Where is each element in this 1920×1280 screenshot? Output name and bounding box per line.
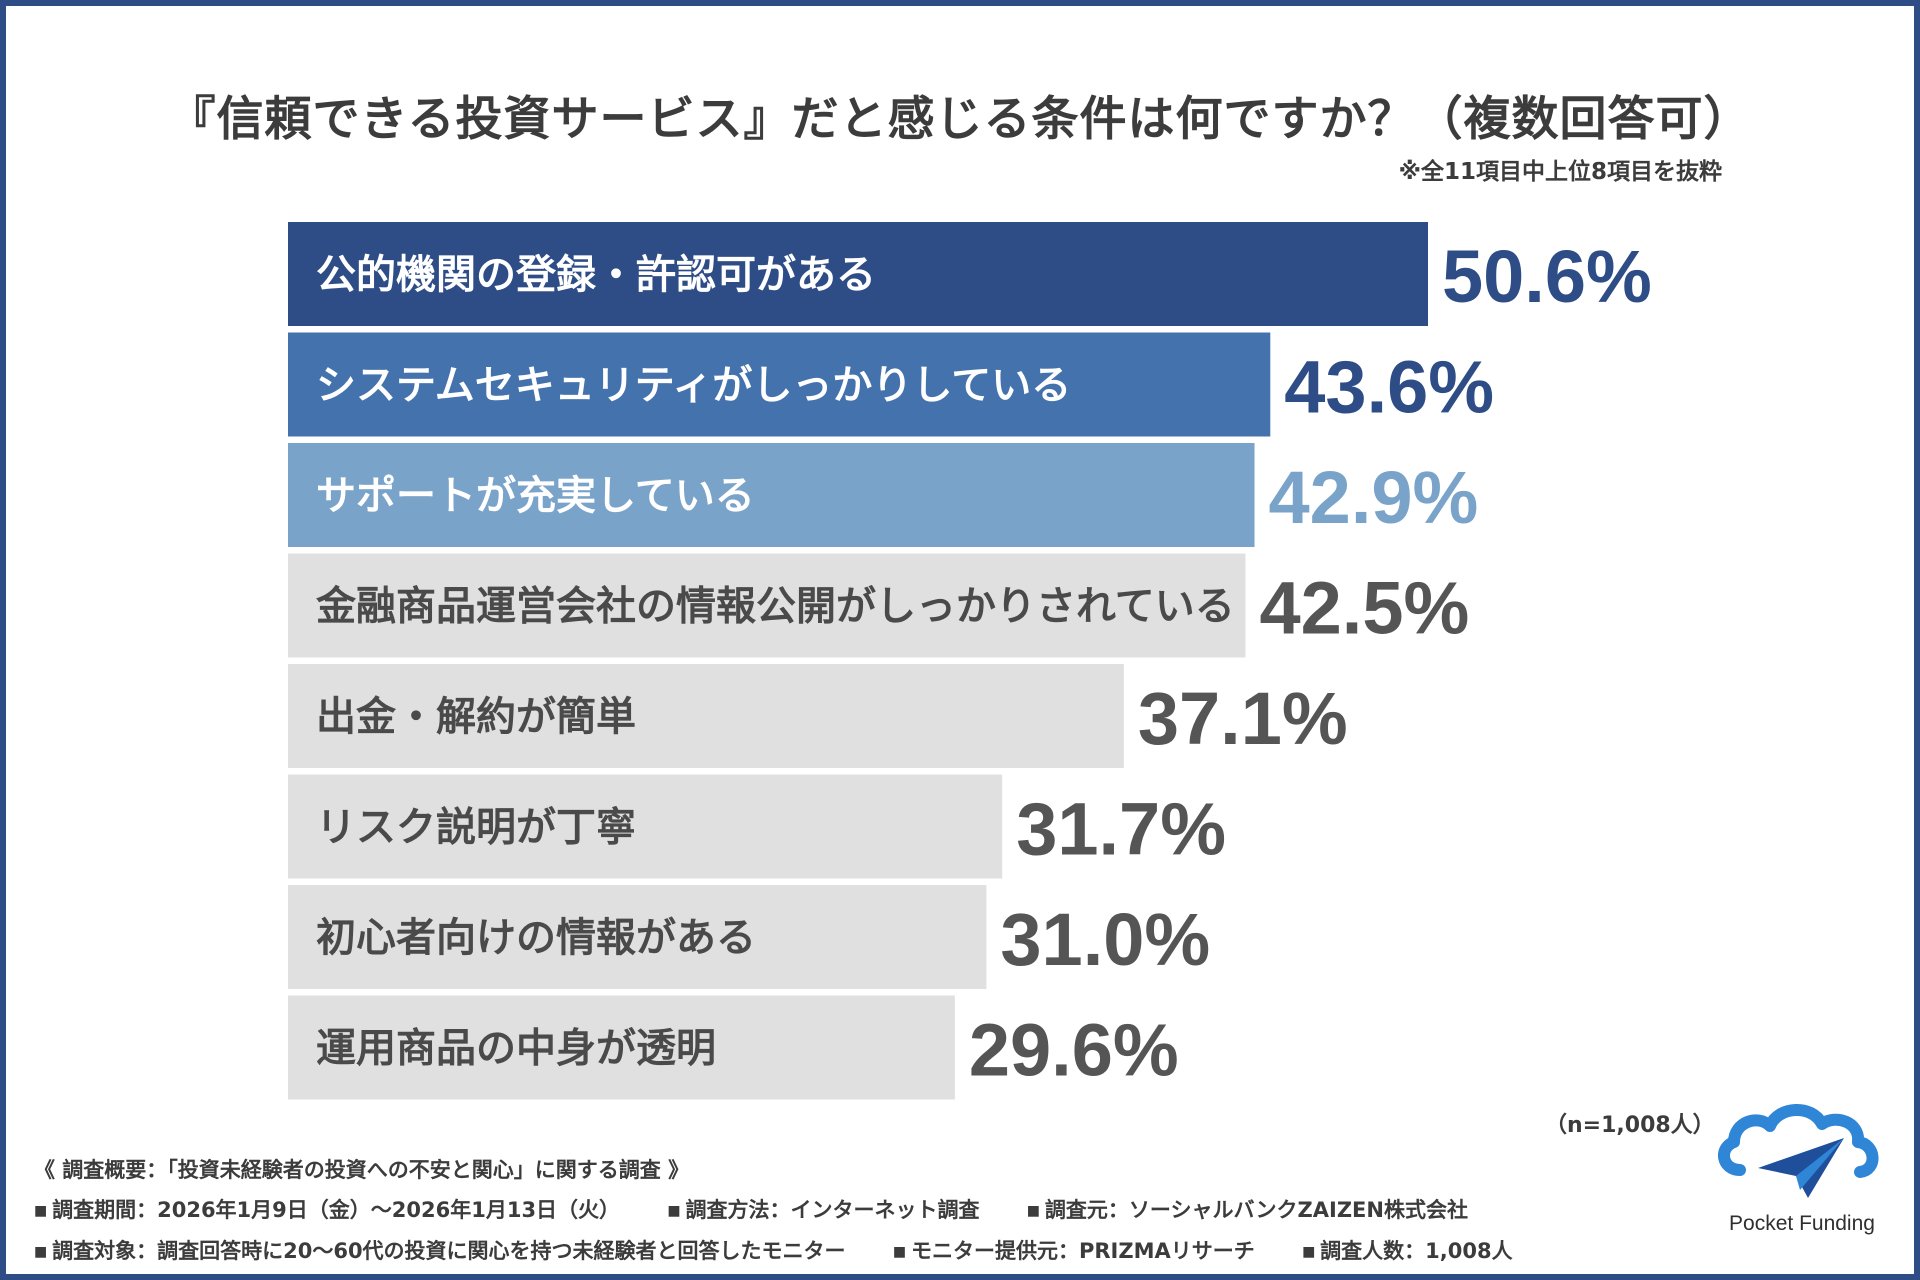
bar-label-8: 運用商品の中身が透明 (316, 1026, 716, 1072)
bar-3 (288, 443, 1255, 547)
bar-4 (288, 553, 1246, 658)
bar-label-6: リスク説明が丁寧 (316, 805, 636, 851)
bar-2 (288, 332, 1271, 437)
cloud-paper-plane-icon (1718, 1104, 1879, 1198)
survey-count: 調査人数：1,008人 (1302, 1231, 1512, 1272)
bar-8 (288, 995, 955, 1100)
bar-value-4: 42.5% (1260, 567, 1470, 650)
survey-target: 調査対象：調査回答時に20〜60代の投資に関心を持つ未経験者と回答したモニター (34, 1231, 845, 1272)
bar-label-5: 出金・解約が簡単 (316, 694, 636, 740)
chart-subtitle: ※全11項目中上位8項目を抜粋 (1398, 159, 1722, 185)
survey-method: 調査方法：インターネット調査 (667, 1190, 979, 1231)
bar-6 (288, 774, 1003, 879)
bar-5 (288, 664, 1124, 768)
logo-text: Pocket Funding (1729, 1212, 1875, 1235)
sample-size-note: （n=1,008人） (1545, 1113, 1715, 1138)
bar-label-2: システムセキュリティがしっかりしている (316, 363, 1071, 409)
bar-label-7: 初心者向けの情報がある (316, 915, 756, 961)
survey-heading: 《 調査概要：「投資未経験者の投資への不安と関心」に関する調査 》 (34, 1158, 690, 1182)
bar-label-1: 公的機関の登録・許認可がある (316, 252, 876, 298)
bar-value-8: 29.6% (969, 1009, 1179, 1092)
bar-value-6: 31.7% (1016, 788, 1226, 871)
survey-period: 調査期間：2026年1月9日（金）〜2026年1月13日（火） (34, 1190, 620, 1231)
bar-value-3: 42.9% (1269, 456, 1479, 539)
survey-row-1: 調査期間：2026年1月9日（金）〜2026年1月13日（火） 調査方法：インタ… (34, 1190, 1674, 1231)
bar-value-2: 43.6% (1284, 346, 1494, 429)
bar-1 (288, 222, 1428, 326)
bar-7 (288, 885, 987, 989)
chart-title: 『信頼できる投資サービス』だと感じる条件は何ですか？（複数回答可） (168, 92, 1752, 147)
survey-footer: 《 調査概要：「投資未経験者の投資への不安と関心」に関する調査 》 調査期間：2… (34, 1150, 1674, 1272)
bar-value-7: 31.0% (1000, 898, 1210, 981)
bar-value-1: 50.6% (1442, 235, 1652, 318)
survey-provider: モニター提供元：PRIZMAリサーチ (893, 1231, 1255, 1272)
survey-row-2: 調査対象：調査回答時に20〜60代の投資に関心を持つ未経験者と回答したモニター … (34, 1231, 1674, 1272)
pocket-funding-logo: Pocket Funding (1712, 1100, 1892, 1240)
bar-label-3: サポートが充実している (316, 473, 755, 519)
bar-label-4: 金融商品運営会社の情報公開がしっかりされている (315, 584, 1235, 630)
survey-source: 調査元：ソーシャルバンクZAIZEN株式会社 (1027, 1190, 1468, 1231)
bar-value-5: 37.1% (1138, 677, 1348, 760)
